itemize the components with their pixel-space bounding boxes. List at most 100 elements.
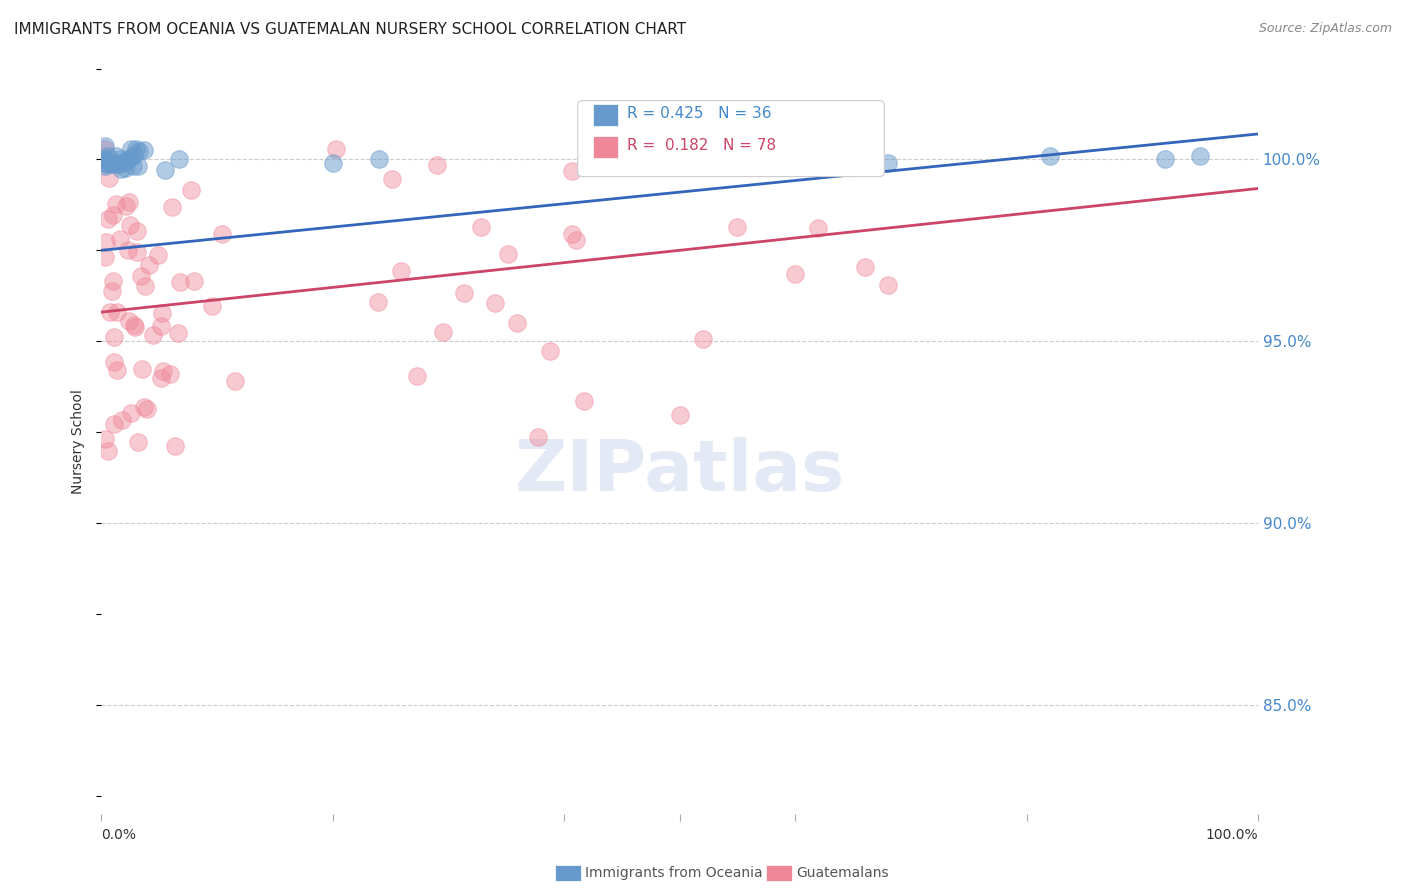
Point	[118, 313, 141, 327]
Point	[107, 157, 129, 171]
Point	[125, 224, 148, 238]
Text: 0.0%: 0.0%	[101, 829, 136, 842]
Point	[211, 227, 233, 241]
Point	[101, 208, 124, 222]
Point	[426, 159, 449, 173]
Point	[117, 243, 139, 257]
Text: R =  0.182   N = 78: R = 0.182 N = 78	[627, 137, 776, 153]
Point	[141, 328, 163, 343]
Point	[98, 157, 121, 171]
Point	[105, 305, 128, 319]
Point	[180, 183, 202, 197]
Point	[131, 362, 153, 376]
Point	[110, 161, 132, 176]
Point	[122, 148, 145, 162]
Point	[105, 197, 128, 211]
Point	[432, 325, 454, 339]
Point	[1039, 149, 1062, 163]
Point	[118, 195, 141, 210]
Point	[103, 355, 125, 369]
Point	[93, 141, 115, 155]
Point	[325, 141, 347, 155]
Point	[108, 157, 131, 171]
Point	[153, 162, 176, 177]
Point	[367, 153, 389, 167]
Point	[876, 156, 898, 170]
Point	[138, 258, 160, 272]
Point	[103, 274, 125, 288]
Text: Source: ZipAtlas.com: Source: ZipAtlas.com	[1258, 22, 1392, 36]
Point	[129, 269, 152, 284]
Text: 100.0%: 100.0%	[1205, 829, 1258, 842]
Point	[526, 430, 548, 444]
Point	[160, 200, 183, 214]
Point	[1154, 153, 1177, 167]
Text: Immigrants from Oceania: Immigrants from Oceania	[585, 866, 762, 880]
Point	[98, 305, 121, 319]
Y-axis label: Nursery School: Nursery School	[72, 389, 86, 493]
Point	[453, 286, 475, 301]
Point	[610, 145, 633, 160]
Point	[807, 221, 830, 235]
Point	[540, 343, 562, 358]
Point	[150, 306, 173, 320]
Point	[104, 155, 127, 169]
Point	[115, 199, 138, 213]
Point	[118, 152, 141, 166]
Point	[322, 156, 344, 170]
Point	[124, 319, 146, 334]
Point	[127, 159, 149, 173]
Point	[114, 161, 136, 175]
Point	[496, 247, 519, 261]
Point	[830, 141, 852, 155]
Point	[105, 363, 128, 377]
Point	[668, 149, 690, 163]
Point	[93, 432, 115, 446]
FancyBboxPatch shape	[578, 101, 884, 177]
Point	[114, 154, 136, 169]
Point	[1188, 149, 1211, 163]
Point	[103, 417, 125, 432]
Point	[876, 278, 898, 293]
Point	[367, 295, 389, 310]
Point	[128, 144, 150, 158]
Point	[149, 371, 172, 385]
Point	[785, 267, 807, 281]
Point	[115, 153, 138, 168]
Point	[110, 232, 132, 246]
Point	[97, 149, 120, 163]
Text: R = 0.425   N = 36: R = 0.425 N = 36	[627, 106, 772, 120]
Point	[136, 402, 159, 417]
Point	[97, 212, 120, 227]
Point	[574, 393, 596, 408]
Point	[224, 374, 246, 388]
Point	[165, 439, 187, 453]
Point	[146, 248, 169, 262]
Point	[122, 318, 145, 333]
Point	[125, 142, 148, 156]
Point	[101, 157, 124, 171]
Point	[389, 264, 412, 278]
Point	[93, 139, 115, 153]
Point	[93, 250, 115, 264]
Text: IMMIGRANTS FROM OCEANIA VS GUATEMALAN NURSERY SCHOOL CORRELATION CHART: IMMIGRANTS FROM OCEANIA VS GUATEMALAN NU…	[14, 22, 686, 37]
Bar	[593, 103, 619, 126]
Point	[103, 329, 125, 343]
Point	[127, 435, 149, 450]
Point	[134, 279, 156, 293]
Point	[120, 219, 142, 233]
Point	[132, 401, 155, 415]
Point	[96, 156, 118, 170]
Point	[97, 443, 120, 458]
Point	[692, 332, 714, 346]
Point	[167, 153, 190, 167]
Point	[484, 296, 506, 310]
Point	[167, 326, 190, 340]
Text: ZIPatlas: ZIPatlas	[515, 436, 845, 506]
Point	[101, 284, 124, 298]
Point	[94, 153, 117, 167]
Point	[159, 367, 181, 381]
Point	[120, 406, 142, 420]
Point	[853, 260, 876, 274]
Point	[561, 164, 583, 178]
